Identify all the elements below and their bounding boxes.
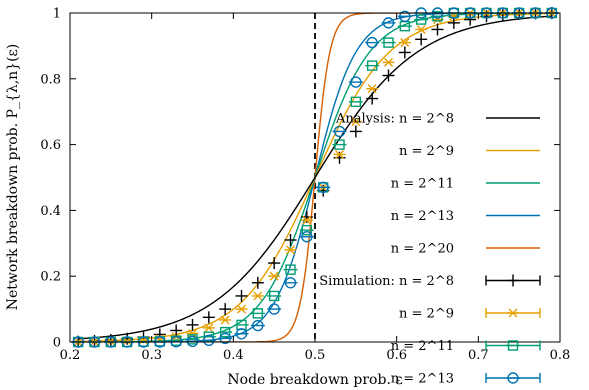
data-point <box>251 291 264 301</box>
x-tick-label: 0.5 <box>305 348 326 363</box>
analysis-curve <box>78 15 552 340</box>
data-point <box>381 17 396 29</box>
data-point <box>283 264 298 275</box>
data-point <box>365 36 380 49</box>
data-point <box>397 10 412 22</box>
data-point <box>267 303 282 315</box>
legend-swatch <box>485 274 541 287</box>
tick-labels: 0.2 0.3 0.4 0.5 0.6 0.7 0.800.20.40.60.81 <box>40 7 570 364</box>
data-point <box>382 57 395 67</box>
data-point <box>218 326 233 338</box>
data-point <box>202 323 215 333</box>
legend-label: n = 2^13 <box>391 372 454 387</box>
data-point <box>506 340 520 351</box>
data-point <box>414 14 429 25</box>
data-point <box>332 125 347 138</box>
data-point <box>283 277 298 289</box>
legend-swatch <box>485 372 541 384</box>
legend-label: Analysis: n = 2^8 <box>335 112 454 127</box>
data-point <box>415 24 428 34</box>
data-point <box>267 290 282 302</box>
data-point <box>506 372 520 384</box>
data-point <box>398 46 411 59</box>
data-point <box>447 16 460 29</box>
data-point <box>235 304 248 314</box>
y-axis-label: Network breakdown prob. P_{λ,n}(ε) <box>5 44 21 311</box>
data-point <box>186 318 199 331</box>
legend-label: n = 2^13 <box>391 209 454 224</box>
y-tick-label: 0.4 <box>40 204 61 219</box>
x-tick-label: 0.7 <box>468 348 489 363</box>
data-point <box>333 149 346 159</box>
legend-swatch <box>485 308 541 318</box>
axis-ticks <box>69 12 561 343</box>
data-point <box>366 92 379 105</box>
x-tick-label: 0.3 <box>141 348 162 363</box>
data-point <box>219 303 232 316</box>
y-tick-label: 1 <box>53 7 61 22</box>
data-point <box>186 328 199 338</box>
legend-label: n = 2^20 <box>391 242 454 257</box>
y-tick-label: 0 <box>53 336 61 351</box>
x-tick-label: 0.4 <box>223 348 244 363</box>
data-point <box>219 315 232 325</box>
data-point <box>507 308 519 318</box>
legend-label: n = 2^9 <box>399 144 454 159</box>
data-point <box>398 38 411 48</box>
data-point <box>268 271 281 281</box>
data-point <box>300 215 313 225</box>
data-point <box>464 13 477 26</box>
y-tick-label: 0.2 <box>40 270 61 285</box>
x-axis-label: Node breakdown prob. ε <box>227 372 402 388</box>
data-point <box>349 117 362 127</box>
data-point <box>397 20 412 32</box>
data-point <box>299 231 314 243</box>
data-point <box>299 224 314 236</box>
data-point <box>201 331 216 342</box>
data-point <box>268 257 281 270</box>
data-point <box>316 181 331 194</box>
data-point <box>507 274 519 287</box>
data-point <box>415 33 428 46</box>
data-point <box>348 76 363 88</box>
data-point <box>251 276 264 289</box>
legend: Analysis: n = 2^8 n = 2^9 n = 2^11 n = 2^13… <box>319 112 541 387</box>
legend-label: n = 2^9 <box>399 307 454 322</box>
data-point <box>250 308 265 319</box>
data-point <box>431 23 444 36</box>
x-tick-label: 0.8 <box>550 348 571 363</box>
data-point <box>284 245 297 255</box>
analysis-curves <box>78 13 552 342</box>
data-point <box>366 84 379 94</box>
legend-swatch <box>485 340 541 351</box>
data-point <box>235 289 248 302</box>
data-point <box>382 69 395 82</box>
data-point <box>332 139 347 150</box>
y-tick-label: 0.6 <box>40 138 61 153</box>
legend-label: n = 2^11 <box>391 177 454 192</box>
x-tick-label: 0.2 <box>60 348 81 363</box>
y-tick-label: 0.8 <box>40 72 61 87</box>
data-point <box>202 311 215 324</box>
legend-label: Simulation: n = 2^8 <box>319 274 454 289</box>
data-point <box>234 328 249 340</box>
data-point <box>381 37 396 48</box>
legend-label: n = 2^11 <box>391 339 454 354</box>
data-point <box>349 125 362 138</box>
x-tick-label: 0.6 <box>386 348 407 363</box>
data-point <box>201 334 216 347</box>
data-point <box>218 332 233 345</box>
data-point <box>250 319 265 332</box>
data-point <box>365 60 380 71</box>
data-point <box>348 96 363 108</box>
data-point <box>284 234 297 247</box>
data-point <box>170 324 183 337</box>
data-point <box>185 335 200 348</box>
